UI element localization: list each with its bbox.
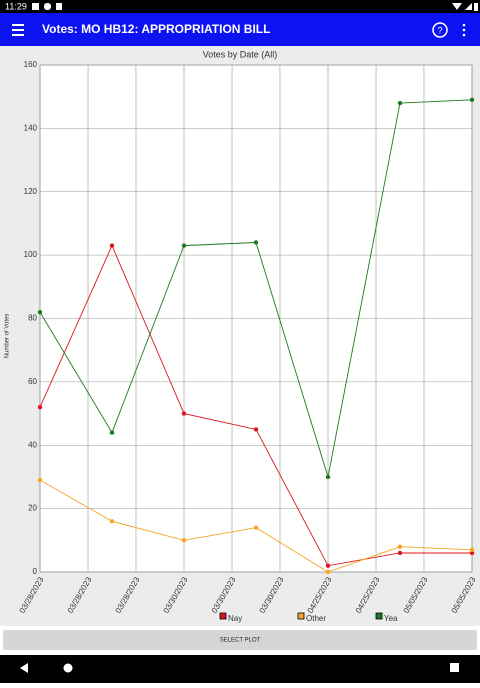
button-label: SELECT PLOT (220, 638, 261, 644)
overflow-menu[interactable] (462, 23, 466, 37)
data-point (181, 538, 187, 543)
menu-button[interactable] (12, 24, 24, 36)
data-point (181, 411, 187, 416)
status-icon (44, 3, 51, 10)
y-axis-label: Number of Votes (5, 314, 11, 359)
y-tick-label: 60 (28, 377, 37, 386)
status-time: 11:29 (5, 1, 27, 11)
data-point (469, 547, 475, 553)
data-point (397, 544, 403, 549)
data-point (397, 100, 403, 106)
data-point (325, 569, 331, 575)
data-point (37, 309, 43, 315)
legend-label: Yea (384, 614, 398, 623)
status-icon (56, 3, 62, 10)
wifi-icon (452, 3, 462, 10)
help-button[interactable]: ? (432, 22, 448, 38)
data-point (37, 477, 43, 483)
svg-text:?: ? (437, 25, 442, 35)
legend-label: Other (306, 614, 326, 623)
legend-swatch (375, 612, 383, 620)
data-point (109, 430, 115, 435)
app-title: Votes: MO HB12: APPROPRIATION BILL (42, 22, 270, 36)
nav-bar (0, 655, 480, 683)
y-tick-label: 140 (24, 123, 38, 132)
select-plot-button[interactable] (3, 630, 477, 650)
signal-icon (465, 3, 472, 10)
app-bar (0, 13, 480, 46)
y-tick-label: 0 (33, 567, 38, 576)
data-point (469, 550, 475, 556)
data-point (325, 563, 331, 568)
y-tick-label: 100 (24, 250, 38, 259)
data-point (37, 405, 43, 410)
plot-border (39, 64, 473, 573)
data-point (181, 243, 187, 248)
status-icon (32, 3, 39, 10)
data-point (469, 97, 475, 103)
y-tick-label: 80 (28, 314, 37, 323)
data-point (325, 474, 331, 480)
data-point (109, 519, 115, 524)
battery-icon (474, 3, 478, 11)
y-tick-label: 40 (28, 440, 37, 449)
chart-title: Votes by Date (All) (203, 49, 278, 59)
data-point (253, 525, 259, 530)
legend-label: Nay (228, 614, 242, 623)
data-point (109, 243, 115, 248)
data-point (253, 240, 259, 245)
home-button[interactable] (63, 663, 73, 673)
status-bar (0, 0, 480, 13)
legend-swatch (297, 612, 305, 620)
y-tick-label: 160 (24, 60, 38, 69)
back-button[interactable] (20, 663, 28, 673)
data-point (397, 550, 403, 556)
y-tick-label: 120 (24, 187, 38, 196)
y-tick-label: 20 (28, 504, 37, 513)
recents-button[interactable] (450, 663, 459, 672)
data-point (253, 427, 259, 432)
legend-swatch (219, 612, 227, 620)
